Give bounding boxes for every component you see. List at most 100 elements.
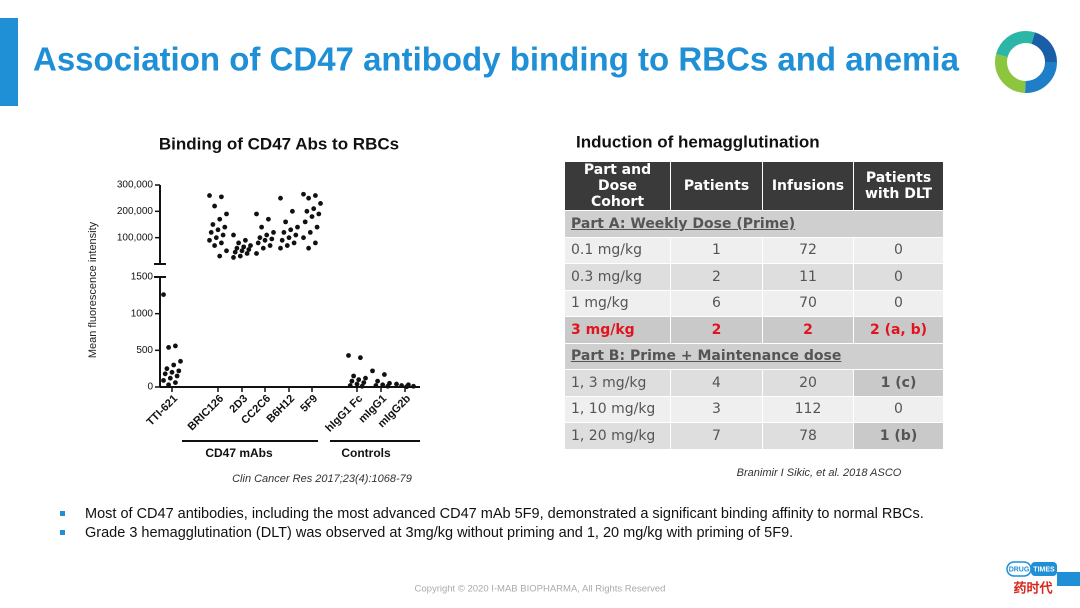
dot xyxy=(254,251,259,256)
section-cell: Part B: Prime + Maintenance dose xyxy=(564,342,944,370)
y-tick-label: 500 xyxy=(136,345,153,356)
dot xyxy=(301,235,306,241)
dot xyxy=(215,227,221,233)
table-cell: 2 xyxy=(670,263,763,291)
dot xyxy=(259,224,264,230)
dot xyxy=(284,243,290,248)
dot xyxy=(385,383,391,389)
table-cell: 1 (b) xyxy=(853,422,944,450)
table-cell: 6 xyxy=(670,289,763,317)
badge-text: 药时代 xyxy=(1013,580,1052,595)
dot xyxy=(167,375,173,381)
dot xyxy=(224,211,229,217)
dot xyxy=(271,230,276,235)
dot xyxy=(266,216,271,222)
table-cell: 1, 20 mg/kg xyxy=(564,422,671,450)
dot xyxy=(207,237,212,243)
dot xyxy=(244,251,250,256)
dot xyxy=(173,343,178,349)
dot xyxy=(356,377,362,383)
dot xyxy=(311,206,317,212)
dot xyxy=(219,194,224,200)
badge: DRUG TIMES 药时代 xyxy=(1006,561,1080,595)
dot xyxy=(399,383,404,388)
table-row: 1 mg/kg 6 70 0 xyxy=(564,289,944,317)
dot xyxy=(231,232,236,238)
dot xyxy=(161,292,166,297)
header-cell: Patients with DLT xyxy=(853,161,944,211)
x-tick-label: BRIC126 xyxy=(186,393,226,433)
table-cell: 3 mg/kg xyxy=(564,316,671,344)
dot xyxy=(349,378,355,384)
dot xyxy=(246,247,252,252)
dot xyxy=(243,237,248,243)
dot xyxy=(234,245,240,251)
table-cell: 2 (a, b) xyxy=(853,316,944,344)
header-cell: Part and Dose Cohort xyxy=(564,161,671,211)
table-cell: 0 xyxy=(853,236,944,264)
table: Part and Dose Cohort Patients Infusions Pat… xyxy=(564,161,944,450)
dot xyxy=(318,201,323,206)
dot xyxy=(231,255,236,260)
dot xyxy=(239,248,245,254)
dot xyxy=(358,355,363,361)
section-cell: Part A: Weekly Dose (Prime) xyxy=(564,210,944,238)
dot xyxy=(361,380,367,385)
dot xyxy=(293,232,299,238)
dot xyxy=(363,375,368,381)
chart-title: Binding of CD47 Abs to RBCs xyxy=(159,134,399,153)
dot xyxy=(262,237,268,243)
dot xyxy=(314,224,320,230)
table-title: Induction of hemagglutination xyxy=(576,132,820,151)
dot xyxy=(219,240,224,246)
dot xyxy=(354,381,360,387)
dot xyxy=(161,378,166,383)
dot xyxy=(171,362,177,368)
table-cell: 7 xyxy=(670,422,763,450)
dot xyxy=(394,381,399,387)
dot xyxy=(306,245,311,251)
table-cell: 4 xyxy=(670,369,763,397)
table-cell: 0.3 mg/kg xyxy=(564,263,671,291)
dot xyxy=(411,383,416,389)
dot xyxy=(281,230,287,235)
dot xyxy=(248,243,253,248)
group-label: CD47 mAbs xyxy=(205,446,273,460)
dot xyxy=(302,219,308,225)
dot xyxy=(309,214,315,220)
group-label: Controls xyxy=(341,446,391,460)
table-cell: 20 xyxy=(762,369,854,397)
dot xyxy=(306,195,311,201)
dot xyxy=(304,208,310,214)
dot xyxy=(283,219,288,225)
dot xyxy=(291,240,297,246)
dot xyxy=(260,245,266,251)
table-cell: 0 xyxy=(853,289,944,317)
dot xyxy=(207,193,212,198)
table-row: 1, 3 mg/kg 4 20 1 (c) xyxy=(564,369,944,397)
bullet xyxy=(60,511,65,516)
table-cell: 11 xyxy=(762,263,854,291)
y-tick-label: 1000 xyxy=(131,308,154,319)
table-row: 1, 10 mg/kg 3 112 0 xyxy=(564,395,944,423)
dot xyxy=(295,224,300,230)
table-row: 0.1 mg/kg 1 72 0 xyxy=(564,236,944,264)
dot xyxy=(236,240,242,246)
dot xyxy=(217,216,223,222)
header-cell: Infusions xyxy=(762,161,854,211)
dot xyxy=(164,366,170,372)
header-cell: Patients xyxy=(670,161,763,211)
table-cell: 1 mg/kg xyxy=(564,289,671,317)
dot xyxy=(301,191,306,197)
dot xyxy=(370,368,375,374)
dot xyxy=(213,235,219,241)
dot xyxy=(351,373,356,379)
dot xyxy=(162,371,168,377)
dot xyxy=(178,358,183,364)
header-row: Part and Dose Cohort Patients Infusions Pat… xyxy=(564,161,944,211)
dot xyxy=(210,222,216,227)
dot xyxy=(176,368,182,374)
table-cell: 0 xyxy=(853,395,944,423)
table-row: 1, 20 mg/kg 7 78 1 (b) xyxy=(564,422,944,450)
